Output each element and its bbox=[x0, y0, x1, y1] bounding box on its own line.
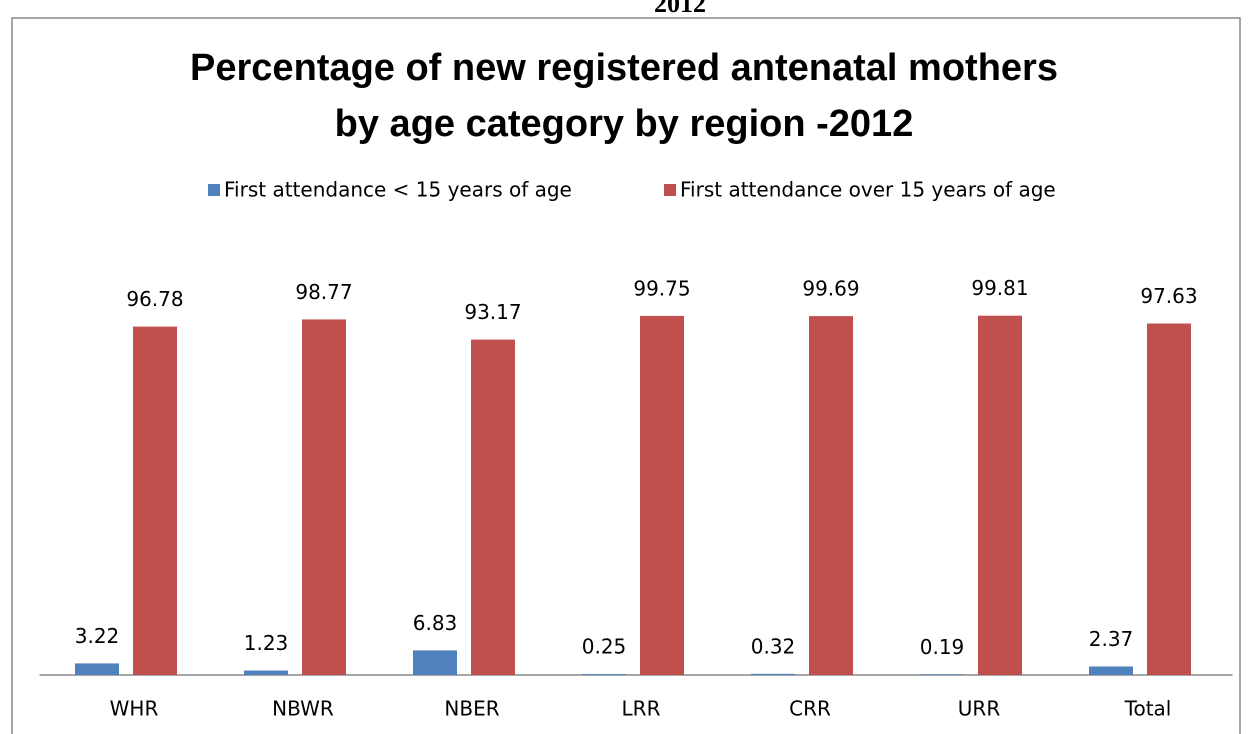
legend-label: First attendance < 15 years of age bbox=[224, 178, 572, 202]
legend-swatch bbox=[664, 184, 676, 196]
bar bbox=[133, 326, 177, 675]
data-label: 0.19 bbox=[920, 635, 965, 659]
bar bbox=[920, 674, 964, 675]
x-tick-label: LRR bbox=[622, 697, 661, 721]
data-label: 97.63 bbox=[1140, 284, 1197, 308]
bar bbox=[302, 319, 346, 675]
data-label: 99.75 bbox=[633, 276, 690, 300]
data-label: 6.83 bbox=[413, 611, 458, 635]
legend-swatch bbox=[208, 184, 220, 196]
data-label: 1.23 bbox=[244, 631, 289, 655]
bar bbox=[809, 316, 853, 675]
bar bbox=[1147, 323, 1191, 675]
data-label: 98.77 bbox=[295, 280, 352, 304]
bar bbox=[640, 315, 684, 675]
data-label: 2.37 bbox=[1089, 627, 1134, 651]
x-tick-label: WHR bbox=[110, 697, 159, 721]
data-label: 3.22 bbox=[75, 624, 120, 648]
data-label: 0.25 bbox=[582, 635, 627, 659]
x-tick-label: NBER bbox=[444, 697, 499, 721]
bar bbox=[244, 670, 288, 675]
chart-title: Percentage of new registered antenatal m… bbox=[190, 47, 1058, 89]
bar bbox=[413, 650, 457, 675]
legend-label: First attendance over 15 years of age bbox=[680, 178, 1056, 202]
bar bbox=[582, 674, 626, 675]
bar bbox=[75, 663, 119, 675]
x-tick-label: URR bbox=[958, 697, 1001, 721]
x-tick-label: NBWR bbox=[272, 697, 334, 721]
data-label: 96.78 bbox=[126, 287, 183, 311]
data-label: 99.69 bbox=[802, 277, 859, 301]
data-label: 93.17 bbox=[464, 300, 521, 324]
bar bbox=[751, 673, 795, 675]
bar bbox=[1089, 666, 1133, 675]
x-tick-label: CRR bbox=[789, 697, 831, 721]
data-label: 0.32 bbox=[751, 634, 796, 658]
x-tick-label: Total bbox=[1124, 697, 1172, 721]
bar bbox=[471, 339, 515, 675]
data-label: 99.81 bbox=[971, 276, 1028, 300]
chart-border bbox=[11, 17, 1241, 734]
header-text: 2012 bbox=[654, 0, 706, 18]
bar bbox=[978, 315, 1022, 675]
chart-title: by age category by region -2012 bbox=[335, 103, 914, 145]
